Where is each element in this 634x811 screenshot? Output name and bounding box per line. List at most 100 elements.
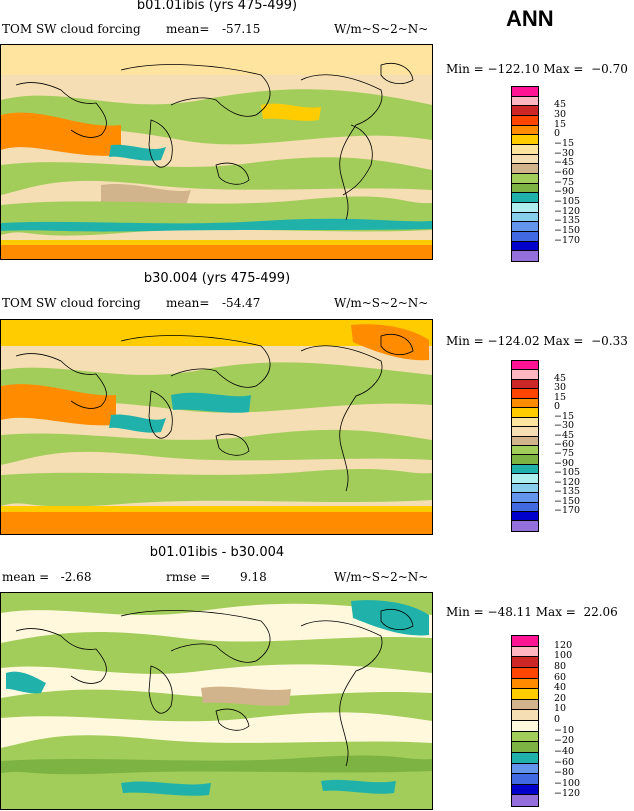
colorbar-swatch [512,763,538,775]
colorbar-tick-label: −45 [554,429,575,441]
colorbar-swatch [512,667,538,679]
colorbar-tick-label: 20 [554,692,567,704]
colorbar-tick-label: 40 [554,682,567,694]
colorbar-swatch [512,636,538,647]
colorbar-swatch [512,774,538,785]
units-label: W/m~S~2~N~ [334,570,429,584]
season-label: ANN [506,6,554,31]
stat-value: -57.15 [222,22,261,36]
colorbar-tick-label: −60 [554,756,575,768]
colorbar-tick-label: −150 [554,225,581,236]
colorbar-swatch [512,657,538,668]
stat-value: 9.18 [240,570,267,584]
colorbar-swatch [512,144,538,155]
colorbar-swatch [512,408,538,418]
contour-map [1,45,432,259]
colorbar-tick-label: −10 [554,724,575,736]
colorbar-tick-label: −15 [554,410,575,422]
field-label: mean = -2.68 [2,570,92,584]
colorbar-tick-label: 15 [554,118,567,130]
min-max-label: Min = −122.10 Max = −0.70 [446,62,628,76]
colorbar-tick-label: 100 [554,650,573,662]
colorbar-swatch [512,512,538,522]
colorbar-swatch [512,417,538,428]
colorbar-swatch [512,455,538,465]
contour-map [1,320,432,534]
colorbar-swatch [512,678,538,690]
map-plot [0,592,433,810]
colorbar-swatch [512,795,538,806]
colorbar-tick-label: 80 [554,660,567,672]
colorbar-swatch [512,710,538,721]
colorbar-tick-label: 45 [554,372,567,384]
stat-label: mean= [166,22,210,36]
colorbar-swatch [512,731,538,743]
colorbar-tick-label: −75 [554,176,575,188]
colorbar-tick-label: −170 [554,505,581,517]
field-label: TOM SW cloud forcing [2,22,141,36]
colorbar-swatch [512,231,538,242]
colorbar-swatch [512,154,538,165]
colorbar-swatch [512,445,538,456]
colorbar-swatch [512,106,538,116]
colorbar-swatch [512,389,538,399]
colorbar-swatch [512,370,538,380]
colorbar-swatch [512,361,538,371]
panel-title: b01.01ibis (yrs 475-499) [136,0,298,13]
colorbar-swatch [512,222,538,232]
colorbar-swatch [512,742,538,753]
colorbar-tick-label: −135 [554,486,581,498]
colorbar-swatch [512,193,538,203]
colorbar-swatch [512,96,538,107]
colorbar-swatch [512,173,538,184]
colorbar-swatch [512,183,538,194]
colorbar-tick-label: −105 [554,196,581,207]
map-plot [0,319,433,535]
colorbar-swatch [512,125,538,136]
colorbar-tick-label: −15 [554,138,575,149]
colorbar-tick-label: −60 [554,167,575,178]
colorbar [511,360,539,532]
colorbar-swatch [512,483,538,494]
colorbar-tick-label: −30 [554,420,575,432]
colorbar-tick-label: −150 [554,495,581,507]
colorbar-tick-label: 30 [554,382,567,394]
colorbar-swatch [512,251,538,261]
colorbar-swatch [512,689,538,700]
colorbar [511,635,539,807]
panel-title: b30.004 (yrs 475-499) [143,271,291,286]
min-max-label: Min = −48.11 Max = 22.06 [446,605,618,619]
colorbar-swatch [512,115,538,126]
map-plot [0,44,433,260]
colorbar-swatch [512,379,538,390]
colorbar-swatch [512,427,538,437]
stat-value: -54.47 [222,296,261,310]
colorbar-tick-label: 120 [554,639,573,651]
colorbar-tick-label: −80 [554,767,575,779]
colorbar-tick-label: 0 [554,128,561,140]
colorbar-tick-label: −120 [554,788,581,800]
colorbar-tick-label: −75 [554,448,575,460]
colorbar-swatch [512,493,538,503]
colorbar-swatch [512,699,538,711]
stat-label: rmse = [166,570,211,584]
colorbar-tick-label: −120 [554,205,581,217]
panel-title: b01.01ibis - b30.004 [149,545,285,560]
colorbar-tick-label: −170 [554,234,581,246]
colorbar-tick-label: −60 [554,439,575,450]
min-max-label: Min = −124.02 Max = −0.33 [446,334,628,348]
colorbar [511,86,539,262]
colorbar-tick-label: 0 [554,714,561,725]
colorbar-tick-label: −90 [554,457,575,469]
colorbar-swatch [512,398,538,409]
colorbar-swatch [512,474,538,484]
colorbar-swatch [512,212,538,223]
colorbar-swatch [512,721,538,732]
colorbar-swatch [512,164,538,174]
colorbar-swatch [512,135,538,145]
stat-label: mean= [166,296,210,310]
contour-map [1,593,432,809]
colorbar-swatch [512,646,538,658]
colorbar-swatch [512,87,538,97]
colorbar-tick-label: −90 [554,186,575,198]
